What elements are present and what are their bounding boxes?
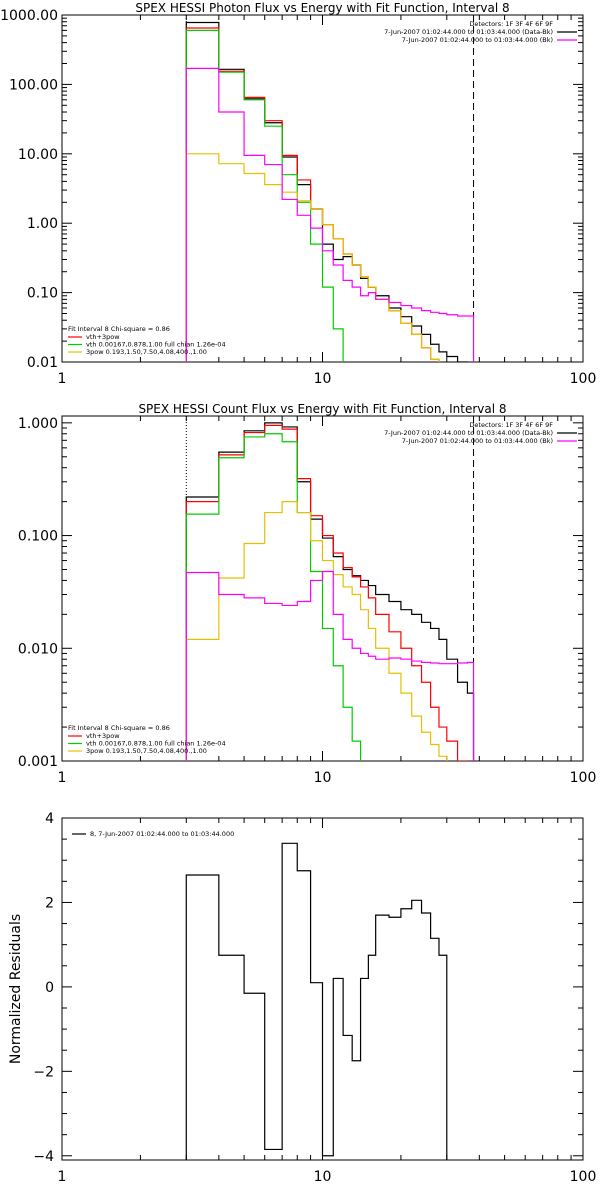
series-line	[185, 433, 475, 761]
y-axis-label: Normalized Residuals	[8, 914, 24, 1064]
legend-entry: 7-Jun-2007 01:02:44.000 to 01:03:44.000 …	[384, 429, 553, 437]
x-tick-label: 1	[58, 1169, 67, 1185]
series-group	[185, 842, 448, 1160]
series-line	[185, 27, 475, 362]
y-tick-label: 1.000	[18, 416, 58, 432]
series-line	[185, 570, 475, 761]
legend-entry: vth 0.00167,0.878,1.00 full chian 1.26e-…	[86, 740, 226, 748]
x-tick-label: 100	[570, 770, 597, 786]
photon-flux-panel: SPEX HESSI Photon Flux vs Energy with Fi…	[0, 1, 596, 387]
x-tick-label: 10	[314, 1169, 332, 1185]
x-tick-label: 10	[314, 371, 332, 387]
y-tick-label: 100.00	[9, 77, 58, 93]
legend-entry: 8, 7-Jun-2007 01:02:44.000 to 01:03:44.0…	[90, 830, 234, 838]
chart-title: SPEX HESSI Photon Flux vs Energy with Fi…	[135, 1, 509, 15]
series-line	[185, 422, 475, 761]
legend-entry: 3pow 0.193,1.50,7.50,4.08,400.,1.00	[86, 348, 207, 356]
series-line	[185, 21, 475, 362]
y-tick-label: 10.00	[18, 147, 58, 163]
series-line	[185, 67, 475, 362]
x-tick-label: 100	[570, 371, 597, 387]
series-line	[185, 842, 448, 1160]
legend-entry: vth+3pow	[86, 732, 120, 740]
y-tick-label: 4	[45, 811, 54, 827]
fit-legend-header: Fit Interval 8 Chi-square = 0.86	[68, 325, 170, 333]
count-flux-panel: SPEX HESSI Count Flux vs Energy with Fit…	[18, 402, 597, 786]
legend-entry: vth+3pow	[86, 333, 120, 341]
plot-frame	[61, 14, 584, 363]
legend-entry: Detectors: 1F 3F 4F 6F 9F	[469, 421, 553, 429]
y-tick-label: 0.01	[27, 355, 58, 371]
y-tick-label: 2	[45, 895, 54, 911]
legend-entry: Detectors: 1F 3F 4F 6F 9F	[469, 20, 553, 28]
y-tick-label: 0.001	[18, 754, 58, 770]
legend-entry: 7-Jun-2007 01:02:44.000 to 01:03:44.000 …	[402, 437, 553, 445]
y-tick-label: −2	[33, 1064, 54, 1080]
x-tick-label: 10	[314, 770, 332, 786]
legend-entry: 7-Jun-2007 01:02:44.000 to 01:03:44.000 …	[384, 28, 553, 36]
series-line	[185, 501, 475, 761]
legend-entry: 3pow 0.193,1.50,7.50,4.08,400.,1.00	[86, 747, 207, 755]
series-line	[185, 29, 475, 362]
x-tick-label: 100	[570, 1169, 597, 1185]
y-tick-label: 0	[45, 980, 54, 996]
y-tick-label: −4	[33, 1149, 54, 1165]
series-line	[185, 153, 475, 362]
legend-entry: vth 0.00167,0.878,1.00 full chian 1.26e-…	[86, 341, 226, 349]
y-tick-label: 0.100	[18, 529, 58, 545]
series-group	[185, 422, 475, 761]
chart-title: SPEX HESSI Count Flux vs Energy with Fit…	[138, 402, 506, 416]
series-group	[185, 21, 475, 362]
x-tick-label: 1	[58, 770, 67, 786]
y-tick-label: 0.010	[18, 641, 58, 657]
x-tick-label: 1	[58, 371, 67, 387]
legend-entry: 7-Jun-2007 01:02:44.000 to 01:03:44.000 …	[402, 36, 553, 44]
fit-legend-header: Fit Interval 8 Chi-square = 0.86	[68, 724, 170, 732]
series-line	[185, 424, 475, 761]
residuals-panel: 1 10 100 4 2 0 −2 −4 Normalized Residuals 8, 7-Ju…	[8, 811, 596, 1185]
y-tick-label: 0.10	[27, 286, 58, 302]
y-tick-label: 1000.00	[0, 8, 58, 24]
y-tick-label: 1.00	[27, 216, 58, 232]
